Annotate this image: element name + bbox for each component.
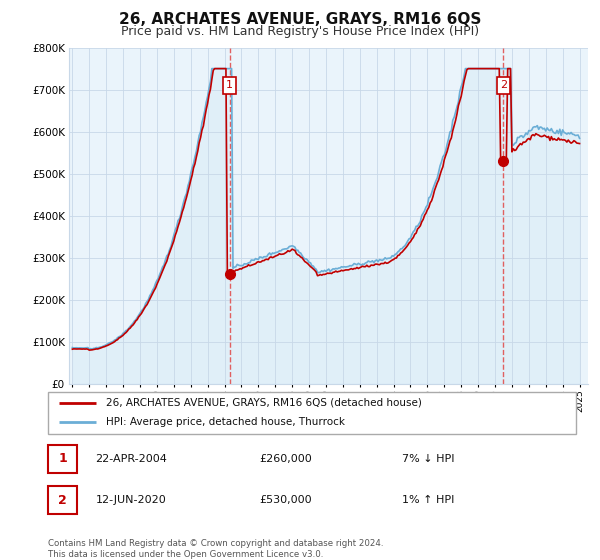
Text: 22-APR-2004: 22-APR-2004: [95, 454, 167, 464]
Text: 1% ↑ HPI: 1% ↑ HPI: [402, 496, 454, 505]
FancyBboxPatch shape: [48, 392, 576, 434]
Text: Price paid vs. HM Land Registry's House Price Index (HPI): Price paid vs. HM Land Registry's House …: [121, 25, 479, 38]
Text: Contains HM Land Registry data © Crown copyright and database right 2024.
This d: Contains HM Land Registry data © Crown c…: [48, 539, 383, 559]
Text: 26, ARCHATES AVENUE, GRAYS, RM16 6QS (detached house): 26, ARCHATES AVENUE, GRAYS, RM16 6QS (de…: [106, 398, 422, 408]
Text: 1: 1: [58, 452, 67, 465]
FancyBboxPatch shape: [48, 445, 77, 473]
Text: HPI: Average price, detached house, Thurrock: HPI: Average price, detached house, Thur…: [106, 417, 345, 427]
FancyBboxPatch shape: [48, 487, 77, 514]
Text: £260,000: £260,000: [259, 454, 312, 464]
Text: 26, ARCHATES AVENUE, GRAYS, RM16 6QS: 26, ARCHATES AVENUE, GRAYS, RM16 6QS: [119, 12, 481, 27]
Text: 7% ↓ HPI: 7% ↓ HPI: [402, 454, 454, 464]
Text: 12-JUN-2020: 12-JUN-2020: [95, 496, 166, 505]
Text: 1: 1: [226, 81, 233, 90]
Text: 2: 2: [58, 494, 67, 507]
Text: £530,000: £530,000: [259, 496, 312, 505]
Text: 2: 2: [500, 81, 507, 90]
